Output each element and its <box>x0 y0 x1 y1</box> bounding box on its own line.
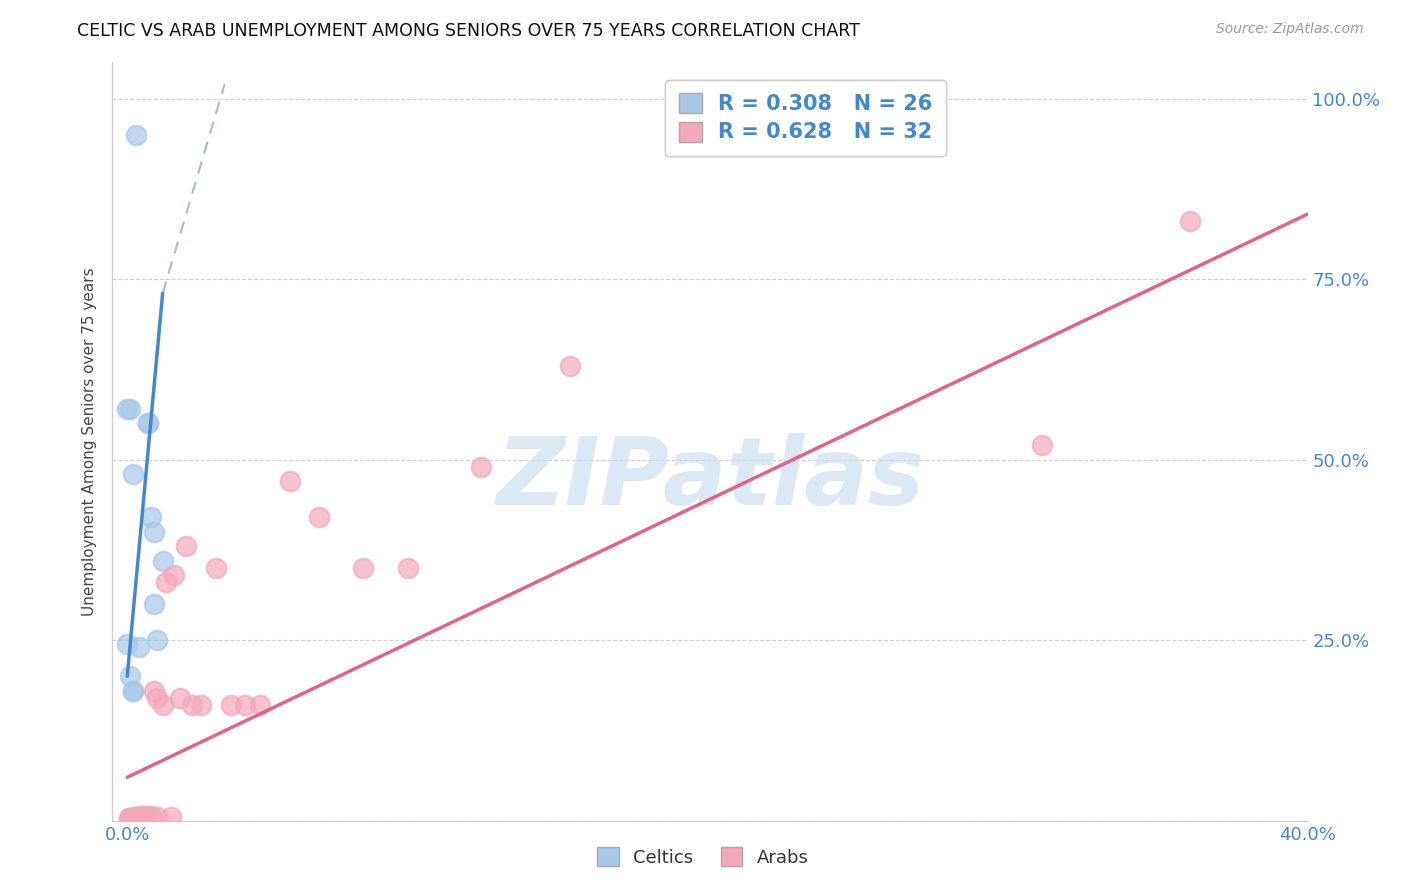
Point <box>134 810 156 824</box>
Point <box>145 633 167 648</box>
Point <box>122 812 145 826</box>
Point <box>174 539 197 553</box>
Point <box>142 524 165 539</box>
Point <box>118 812 141 826</box>
Point <box>125 810 148 824</box>
Point <box>122 683 145 698</box>
Point <box>139 809 162 823</box>
Point <box>120 669 142 683</box>
Point <box>145 810 167 824</box>
Point <box>122 811 145 825</box>
Point <box>128 810 150 824</box>
Point <box>142 597 165 611</box>
Point <box>125 128 148 142</box>
Point <box>139 510 162 524</box>
Point <box>120 811 142 825</box>
Point <box>122 683 145 698</box>
Point <box>118 812 141 826</box>
Point <box>115 637 138 651</box>
Point <box>118 812 141 826</box>
Point <box>134 809 156 823</box>
Y-axis label: Unemployment Among Seniors over 75 years: Unemployment Among Seniors over 75 years <box>82 268 97 615</box>
Point <box>128 640 150 655</box>
Point <box>128 810 150 824</box>
Point <box>233 698 256 712</box>
Legend: Celtics, Arabs: Celtics, Arabs <box>591 840 815 874</box>
Point <box>249 698 271 712</box>
Text: Source: ZipAtlas.com: Source: ZipAtlas.com <box>1216 22 1364 37</box>
Point <box>120 402 142 417</box>
Point <box>120 812 142 826</box>
Point <box>122 467 145 481</box>
Point <box>145 690 167 705</box>
Point <box>125 810 148 824</box>
Point <box>470 459 492 474</box>
Point <box>1178 214 1201 228</box>
Point <box>136 417 159 431</box>
Point <box>125 810 148 824</box>
Point <box>308 510 330 524</box>
Point <box>115 402 138 417</box>
Point <box>142 683 165 698</box>
Point <box>136 809 159 823</box>
Point <box>155 575 177 590</box>
Point <box>558 359 581 373</box>
Point <box>152 554 174 568</box>
Text: ZIPatlas: ZIPatlas <box>496 434 924 525</box>
Point <box>160 810 183 824</box>
Point <box>204 561 226 575</box>
Point <box>163 568 186 582</box>
Point <box>1031 438 1053 452</box>
Point <box>219 698 242 712</box>
Point <box>396 561 419 575</box>
Point <box>131 810 153 824</box>
Point <box>131 809 153 823</box>
Point <box>352 561 374 575</box>
Legend: R = 0.308   N = 26, R = 0.628   N = 32: R = 0.308 N = 26, R = 0.628 N = 32 <box>665 79 946 156</box>
Point <box>190 698 212 712</box>
Point <box>152 698 174 712</box>
Text: CELTIC VS ARAB UNEMPLOYMENT AMONG SENIORS OVER 75 YEARS CORRELATION CHART: CELTIC VS ARAB UNEMPLOYMENT AMONG SENIOR… <box>77 22 860 40</box>
Point <box>181 698 204 712</box>
Point <box>131 810 153 824</box>
Point <box>278 475 301 489</box>
Point <box>136 417 159 431</box>
Point <box>169 690 191 705</box>
